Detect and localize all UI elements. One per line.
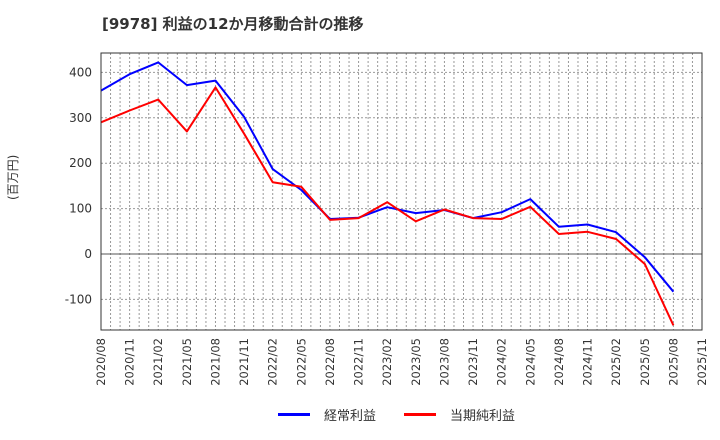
svg-text:2020/08: 2020/08 [94, 338, 108, 386]
svg-text:2025/02: 2025/02 [609, 338, 623, 386]
svg-text:2021/08: 2021/08 [208, 338, 222, 386]
svg-text:2024/11: 2024/11 [581, 338, 595, 386]
legend-label: 当期純利益 [450, 409, 516, 424]
plot-frame [100, 52, 703, 331]
svg-text:100: 100 [69, 202, 92, 216]
legend-swatch-blue [278, 413, 310, 416]
svg-text:2022/11: 2022/11 [352, 338, 366, 386]
grid [101, 53, 702, 330]
series-lines [100, 61, 675, 326]
svg-text:2022/02: 2022/02 [266, 338, 280, 386]
svg-text:2021/11: 2021/11 [237, 338, 251, 386]
svg-text:2023/05: 2023/05 [409, 338, 423, 386]
svg-text:2021/02: 2021/02 [151, 338, 165, 386]
legend-item-net-income: 当期純利益 [404, 405, 515, 424]
svg-text:2023/02: 2023/02 [380, 338, 394, 386]
svg-text:2024/08: 2024/08 [552, 338, 566, 386]
svg-text:2025/05: 2025/05 [638, 338, 652, 386]
svg-text:2022/08: 2022/08 [323, 338, 337, 386]
svg-text:2023/11: 2023/11 [466, 338, 480, 386]
svg-text:400: 400 [69, 65, 92, 79]
x-axis-ticks: 2020/08 2020/11 2021/02 2021/05 2021/08 2021/… [94, 338, 709, 386]
svg-text:0: 0 [84, 247, 92, 261]
svg-text:2023/08: 2023/08 [437, 338, 451, 386]
legend-item-ordinary-profit: 経常利益 [278, 405, 376, 424]
legend: 経常利益 当期純利益 [278, 405, 543, 424]
y-axis-ticks: -100 0 100 200 300 400 [65, 65, 92, 306]
svg-text:2024/05: 2024/05 [523, 338, 537, 386]
svg-text:2020/11: 2020/11 [123, 338, 137, 386]
series-line [100, 86, 675, 326]
chart-title: [9978] 利益の12か月移動合計の推移 [102, 15, 364, 33]
svg-text:300: 300 [69, 111, 92, 125]
svg-text:-100: -100 [65, 292, 92, 306]
svg-text:2021/05: 2021/05 [180, 338, 194, 386]
svg-text:2025/11: 2025/11 [695, 338, 709, 386]
svg-text:2025/08: 2025/08 [666, 338, 680, 386]
legend-swatch-red [404, 413, 437, 416]
svg-text:200: 200 [69, 156, 92, 170]
series-line [100, 61, 675, 293]
svg-text:2024/02: 2024/02 [495, 338, 509, 386]
svg-text:2022/05: 2022/05 [294, 338, 308, 386]
legend-label: 経常利益 [324, 409, 377, 424]
